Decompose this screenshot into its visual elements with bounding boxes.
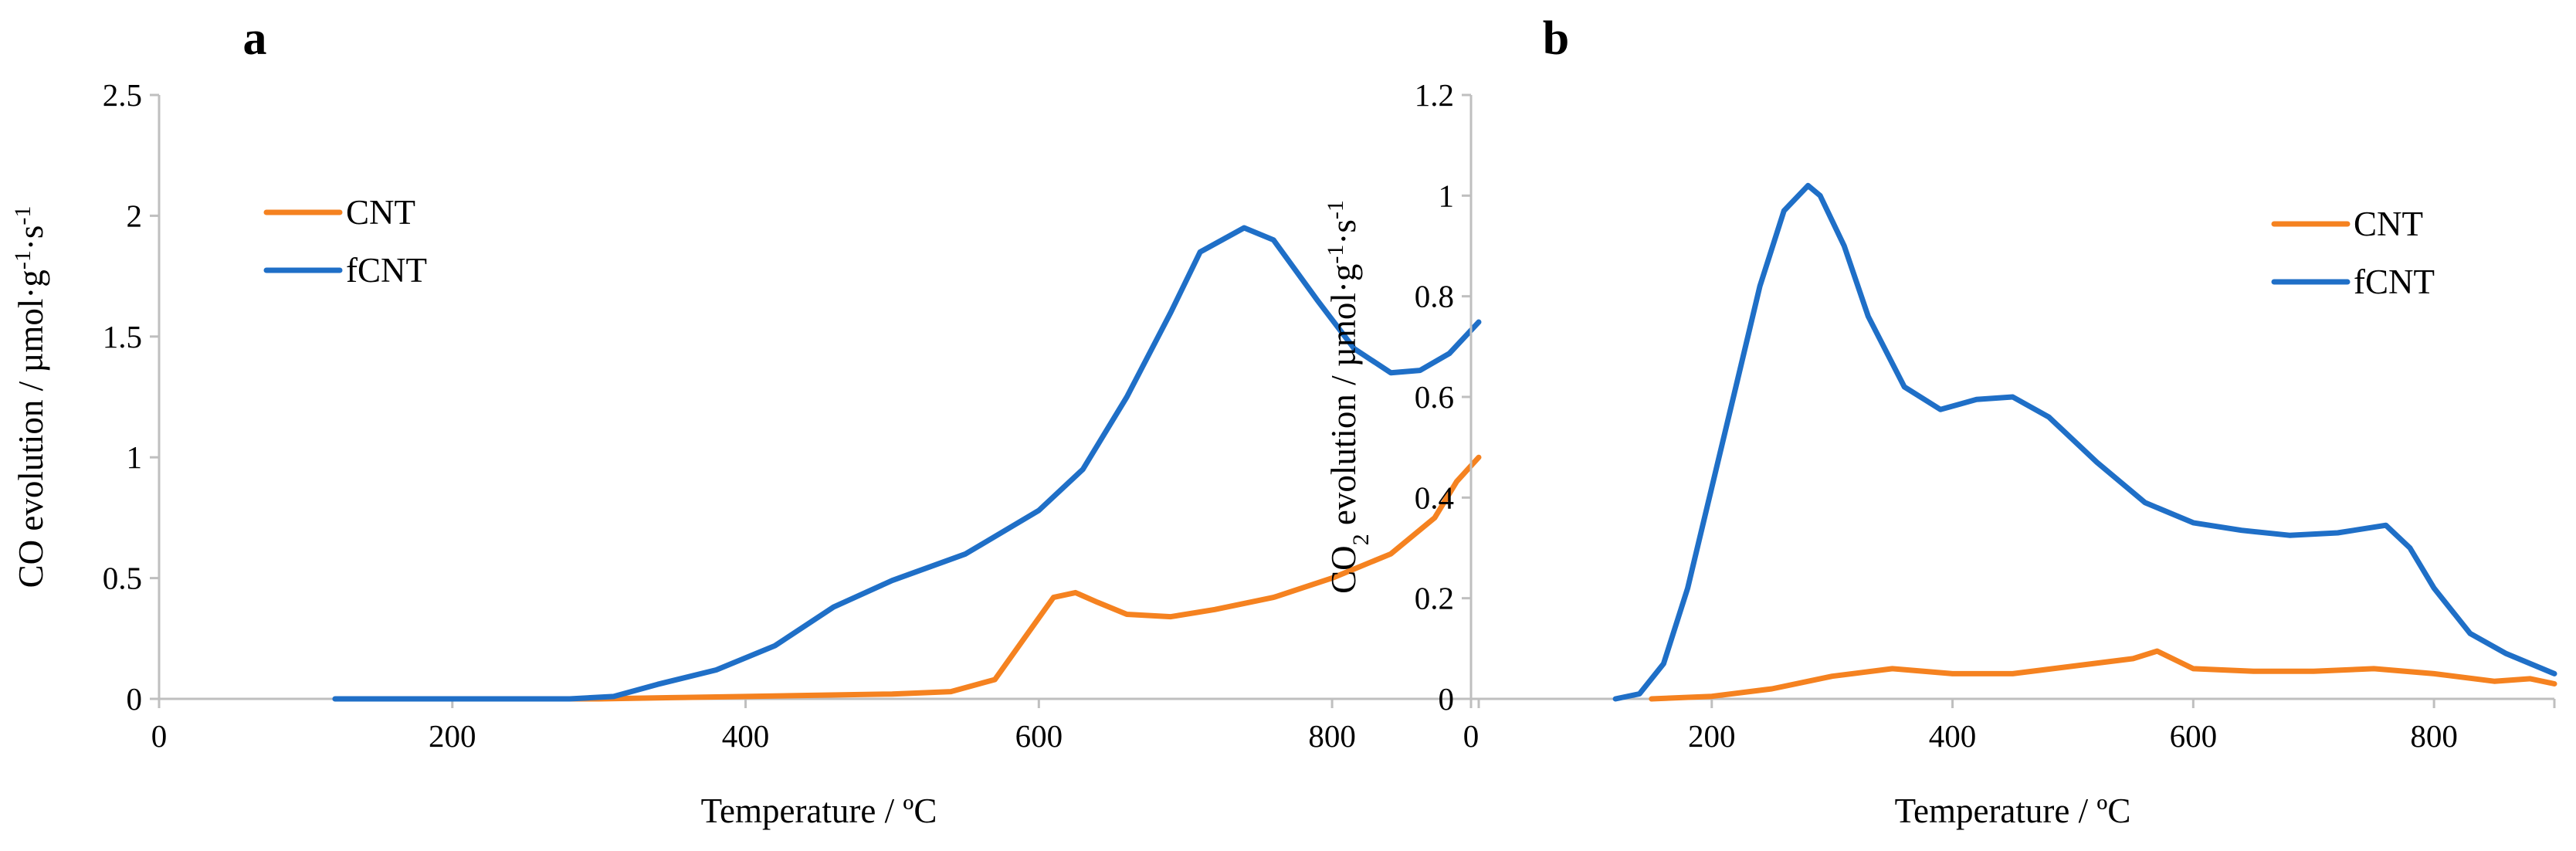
legend-label-cnt: CNT [346,193,415,232]
x-tick-label: 600 [2170,718,2218,754]
x-tick-label: 800 [2410,718,2458,754]
y-tick-label: 1 [127,439,143,475]
panel-letter: b [1543,12,1569,65]
x-axis-label: Temperature / ºC [1895,792,2131,830]
panel-letter: a [243,12,267,65]
x-tick-label: 400 [722,718,770,754]
y-tick-label: 0.2 [1415,581,1454,616]
x-tick-label: 0 [1463,718,1480,754]
y-tick-label: 0.8 [1415,279,1454,314]
legend-label-fcnt: fCNT [2354,263,2435,301]
x-tick-label: 600 [1015,718,1063,754]
y-axis-label: CO evolution / µmol·g-1·s-1 [10,206,51,588]
series-line-fcnt [332,225,1482,702]
legend-label-cnt: CNT [2354,205,2423,243]
x-tick-label: 200 [1688,718,1736,754]
panel-a: a 0 0.5 1 1.5 2 2.5 0 200 400 600 800 Temperature / … [10,12,1482,830]
y-tick-label: 0.6 [1415,379,1454,415]
y-tick-label: 1.2 [1415,77,1454,113]
y-tick-label: 0 [1439,681,1455,717]
legend-label-fcnt: fCNT [346,251,427,290]
y-tick-label: 2.5 [103,77,142,113]
y-tick-label: 0.4 [1415,480,1454,515]
series-line-cnt [1649,648,2557,702]
x-tick-label: 0 [151,718,168,754]
y-tick-label: 0 [127,681,143,717]
x-axis-label: Temperature / ºC [701,792,937,830]
panel-b: b 0 0.2 0.4 0.6 0.8 1 1.2 0 200 400 600 800 Temperatu… [1323,12,2557,830]
x-tick-label: 400 [1929,718,1977,754]
x-tick-label: 800 [1308,718,1356,754]
y-axis-label: CO2 evolution / µmol·g-1·s-1 [1323,200,1374,594]
y-tick-label: 0.5 [103,561,142,596]
series-line-fcnt [1612,182,2557,702]
series-line-cnt [449,454,1482,702]
x-tick-label: 200 [429,718,476,754]
y-tick-label: 1 [1439,178,1455,213]
y-tick-label: 1.5 [103,319,142,354]
y-tick-label: 2 [127,198,143,233]
